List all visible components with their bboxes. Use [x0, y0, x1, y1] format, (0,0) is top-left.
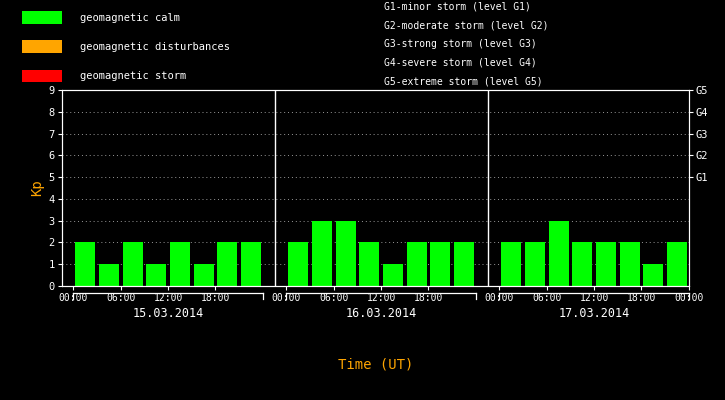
Bar	[218, 242, 237, 286]
Bar	[75, 242, 96, 286]
Bar	[146, 264, 166, 286]
Text: geomagnetic disturbances: geomagnetic disturbances	[80, 42, 230, 52]
Bar	[336, 221, 356, 286]
Bar	[643, 264, 663, 286]
Text: G4-severe storm (level G4): G4-severe storm (level G4)	[384, 58, 537, 68]
Text: G3-strong storm (level G3): G3-strong storm (level G3)	[384, 39, 537, 49]
Text: 15.03.2014: 15.03.2014	[133, 307, 204, 320]
Bar	[194, 264, 214, 286]
Text: Time (UT): Time (UT)	[338, 357, 413, 371]
Bar	[430, 242, 450, 286]
Text: G2-moderate storm (level G2): G2-moderate storm (level G2)	[384, 20, 549, 30]
Bar	[572, 242, 592, 286]
Text: geomagnetic calm: geomagnetic calm	[80, 13, 180, 22]
Bar	[241, 242, 261, 286]
Bar	[454, 242, 474, 286]
Bar	[525, 242, 545, 286]
FancyBboxPatch shape	[22, 70, 62, 82]
Bar	[170, 242, 190, 286]
Bar	[620, 242, 639, 286]
FancyBboxPatch shape	[22, 40, 62, 53]
Bar	[312, 221, 332, 286]
Bar	[383, 264, 403, 286]
Text: 16.03.2014: 16.03.2014	[346, 307, 417, 320]
Bar	[667, 242, 687, 286]
Bar	[123, 242, 143, 286]
Bar	[549, 221, 568, 286]
Bar	[99, 264, 119, 286]
Y-axis label: Kp: Kp	[30, 180, 44, 196]
FancyBboxPatch shape	[22, 12, 62, 24]
Bar	[289, 242, 308, 286]
Text: G1-minor storm (level G1): G1-minor storm (level G1)	[384, 1, 531, 11]
Bar	[596, 242, 616, 286]
Text: geomagnetic storm: geomagnetic storm	[80, 71, 186, 81]
Bar	[501, 242, 521, 286]
Bar	[359, 242, 379, 286]
Text: G5-extreme storm (level G5): G5-extreme storm (level G5)	[384, 77, 543, 87]
Text: 17.03.2014: 17.03.2014	[558, 307, 630, 320]
Bar	[407, 242, 426, 286]
